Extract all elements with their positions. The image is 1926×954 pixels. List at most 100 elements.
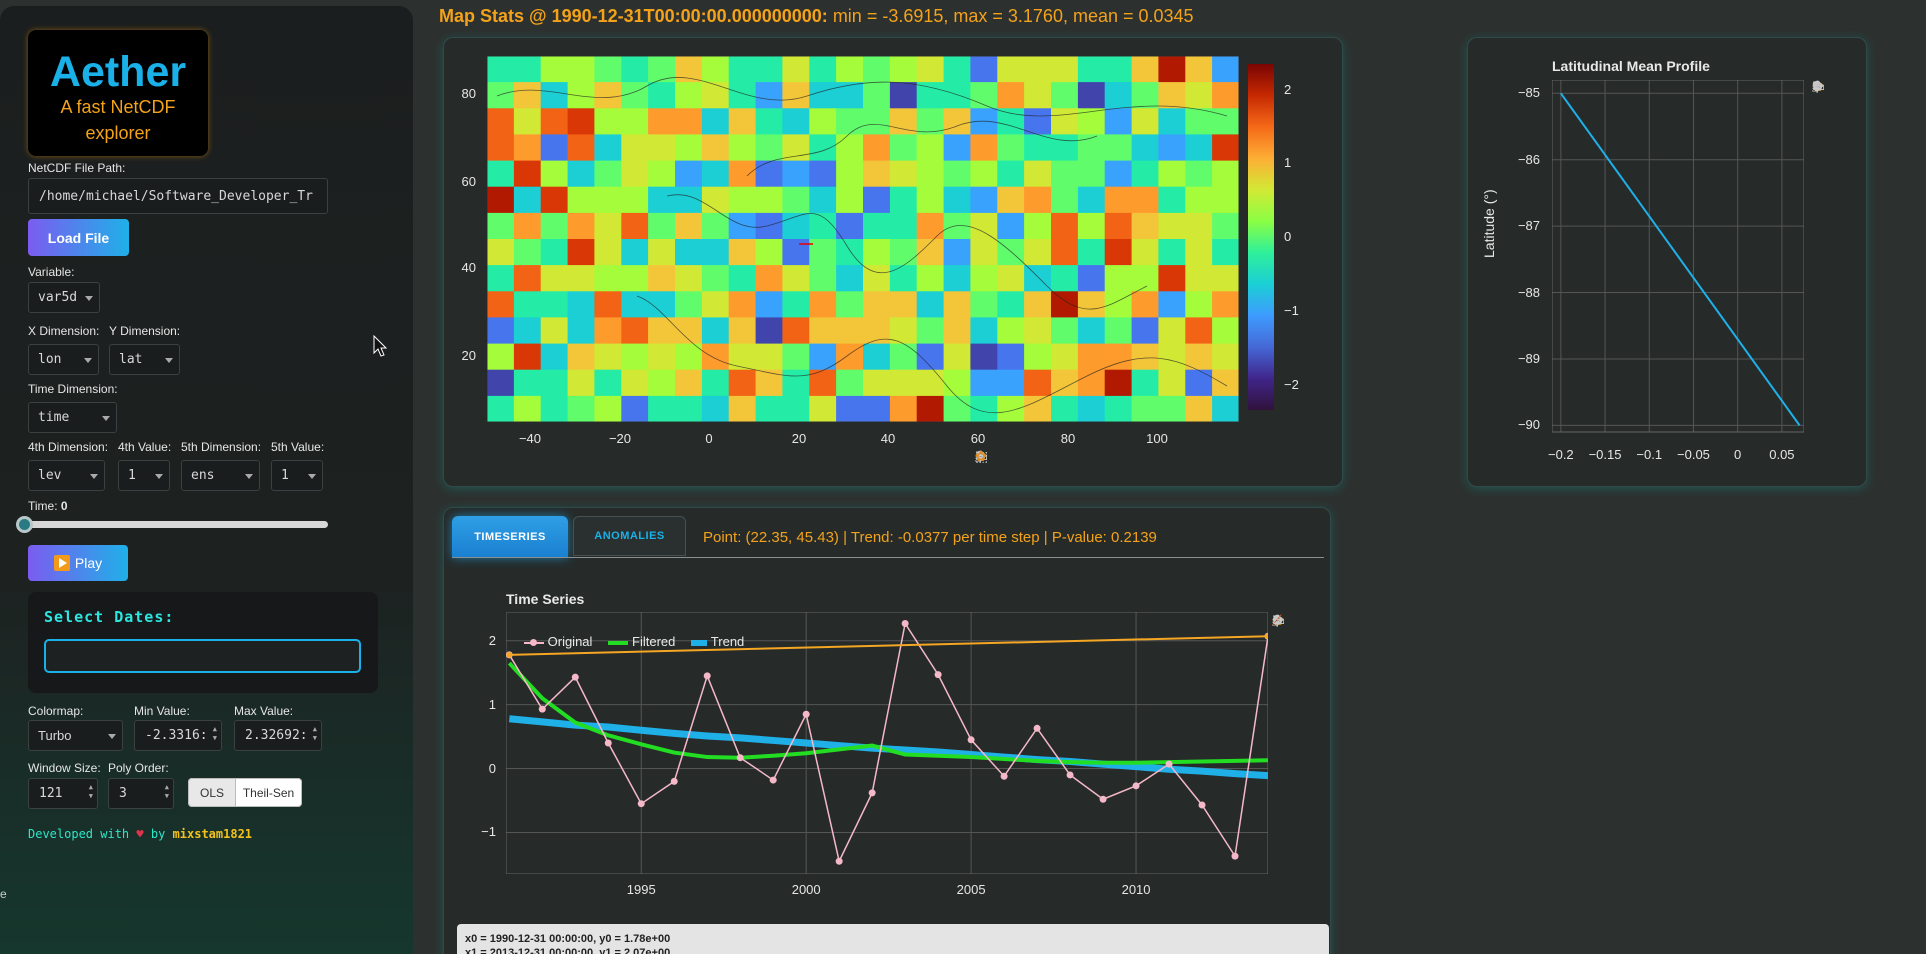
- y-dimension-select[interactable]: lat: [109, 344, 180, 375]
- heatmap-cell: [836, 239, 864, 266]
- heatmap-cell: [755, 239, 784, 266]
- hover-icon[interactable]: ▭: [975, 448, 989, 464]
- file-path-input[interactable]: /home/michael/Software_Developer_Tr: [28, 178, 328, 214]
- heatmap-cell: [889, 160, 918, 188]
- heatmap-cell: [1077, 82, 1106, 109]
- heatmap-cell: [836, 317, 864, 345]
- heatmap-cell: [916, 212, 945, 240]
- heatmap-cell: [594, 343, 622, 371]
- wheel-zoom-icon[interactable]: ⚲: [1812, 78, 1823, 94]
- legend-filtered[interactable]: Filtered: [608, 634, 675, 649]
- ts-x-tick: 2010: [1121, 882, 1151, 897]
- hover-icon[interactable]: ▭: [1812, 78, 1826, 94]
- poly-order-input[interactable]: 3 ▲ ▼: [108, 778, 174, 809]
- reset-icon[interactable]: ↻: [1812, 78, 1824, 94]
- heatmap-cell: [889, 134, 918, 162]
- save-icon[interactable]: ⤓: [1812, 78, 1819, 94]
- heatmap-cell: [540, 212, 569, 240]
- heatmap-cell: [1212, 160, 1239, 188]
- heatmap-cell: [648, 108, 676, 135]
- max-value-input[interactable]: 2.32692: ▲ ▼: [234, 720, 322, 751]
- timeseries-plot[interactable]: [506, 612, 1268, 874]
- reset-icon[interactable]: ↻: [1272, 612, 1284, 628]
- heatmap-cell: [1051, 265, 1079, 292]
- heatmap-cell: [1212, 108, 1239, 135]
- heatmap-cell: [540, 186, 569, 214]
- pan-icon[interactable]: ✥: [975, 448, 987, 464]
- heatmap-cell: [701, 134, 730, 162]
- tab-anomalies[interactable]: ANOMALIES: [573, 516, 686, 556]
- line-draw-icon[interactable]: ⟋: [1272, 612, 1282, 628]
- dim5-value: ens: [191, 468, 215, 483]
- hover-icon[interactable]: ▭: [1272, 612, 1286, 628]
- heatmap-cell: [809, 160, 837, 188]
- heatmap-cell: [1104, 134, 1133, 162]
- window-size-input[interactable]: 121 ▲ ▼: [28, 778, 98, 809]
- legend-original-label: Original: [547, 634, 593, 649]
- wheel-zoom-icon[interactable]: ⚲: [975, 448, 986, 464]
- heatmap-cell: [1077, 212, 1106, 240]
- box-zoom-icon[interactable]: ⌕: [1272, 612, 1280, 628]
- load-file-button[interactable]: Load File: [28, 219, 129, 256]
- tap-icon[interactable]: ⁘: [1272, 612, 1284, 628]
- original-point: [670, 777, 678, 785]
- ols-option[interactable]: OLS: [188, 778, 236, 807]
- original-point: [835, 857, 843, 865]
- variable-select[interactable]: var5d: [28, 282, 100, 313]
- pan-icon[interactable]: ✥: [1812, 78, 1824, 94]
- legend-original[interactable]: Original: [524, 634, 592, 649]
- reset-icon[interactable]: ↻: [975, 448, 987, 464]
- save-icon[interactable]: ⤓: [975, 448, 982, 464]
- filtered-line: [507, 661, 1268, 765]
- heatmap-cell: [540, 56, 569, 83]
- box-zoom-icon[interactable]: ⌕: [975, 448, 983, 464]
- val5-select[interactable]: 1: [271, 460, 323, 491]
- select-dates-input[interactable]: [44, 639, 361, 673]
- heatmap-cell: [1104, 369, 1133, 397]
- min-value-input[interactable]: -2.3316: ▲ ▼: [134, 720, 222, 751]
- spinner-icon[interactable]: ▲ ▼: [212, 725, 217, 742]
- heatmap-cell: [1051, 317, 1079, 345]
- spinner-icon[interactable]: ▲ ▼: [312, 725, 317, 742]
- theil-sen-option[interactable]: Theil-Sen: [236, 778, 302, 807]
- heatmap-cell: [782, 160, 810, 188]
- footer-author[interactable]: mixstam1821: [172, 827, 253, 841]
- heatmap-cell: [997, 134, 1025, 162]
- save-icon[interactable]: ⤓: [1272, 612, 1279, 628]
- box-select-icon[interactable]: ⬚: [975, 448, 989, 464]
- colormap-select[interactable]: Turbo: [28, 720, 123, 751]
- spinner-icon[interactable]: ▲ ▼: [88, 783, 93, 800]
- time-slider-track[interactable]: [24, 521, 328, 528]
- dim5-select[interactable]: ens: [181, 460, 260, 491]
- heatmap-cell: [621, 317, 649, 345]
- dim5-label: 5th Dimension:: [181, 440, 262, 454]
- profile-plot[interactable]: [1552, 80, 1804, 440]
- dim4-select[interactable]: lev: [28, 460, 105, 491]
- lasso-icon[interactable]: ✧: [975, 448, 987, 464]
- legend-trend[interactable]: Trend: [691, 634, 744, 649]
- heatmap-cell: [1212, 239, 1239, 266]
- heatmap-cell: [755, 134, 784, 162]
- tab-timeseries[interactable]: TIMESERIES: [452, 516, 568, 558]
- box-zoom-icon[interactable]: ⌕: [1812, 78, 1820, 94]
- heatmap-cell: [567, 160, 596, 188]
- heatmap-cell: [997, 108, 1025, 135]
- heatmap-plot[interactable]: [487, 56, 1239, 422]
- pan-icon[interactable]: ✥: [1272, 612, 1284, 628]
- val4-select[interactable]: 1: [118, 460, 170, 491]
- time-dimension-select[interactable]: time: [28, 402, 117, 433]
- heatmap-cell: [889, 56, 918, 83]
- heatmap-cell: [648, 369, 676, 397]
- wheel-zoom-icon[interactable]: ⚲: [1272, 612, 1283, 628]
- heatmap-cell: [1051, 395, 1079, 422]
- spinner-icon[interactable]: ▲ ▼: [164, 783, 169, 800]
- heatmap-cell: [782, 134, 810, 162]
- heatmap-cell: [728, 108, 757, 135]
- help-icon[interactable]: ?: [1812, 78, 1820, 94]
- x-dimension-select[interactable]: lon: [28, 344, 99, 375]
- heatmap-cell: [621, 134, 649, 162]
- time-slider-handle[interactable]: [16, 516, 33, 533]
- play-button[interactable]: Play: [28, 545, 128, 581]
- original-point: [934, 671, 942, 679]
- heatmap-cell: [970, 265, 998, 292]
